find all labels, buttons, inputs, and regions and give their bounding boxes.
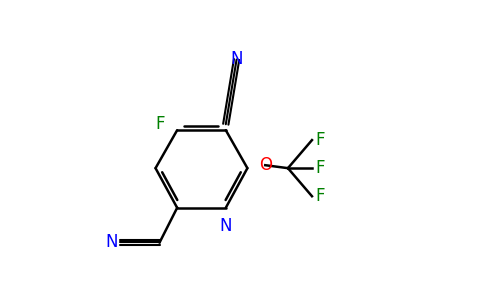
Text: O: O bbox=[259, 156, 272, 174]
Text: N: N bbox=[220, 217, 232, 235]
Text: F: F bbox=[315, 159, 324, 177]
Text: N: N bbox=[105, 233, 118, 251]
Text: N: N bbox=[230, 50, 243, 68]
Text: F: F bbox=[315, 187, 324, 205]
Text: F: F bbox=[156, 115, 165, 133]
Text: F: F bbox=[315, 131, 324, 149]
